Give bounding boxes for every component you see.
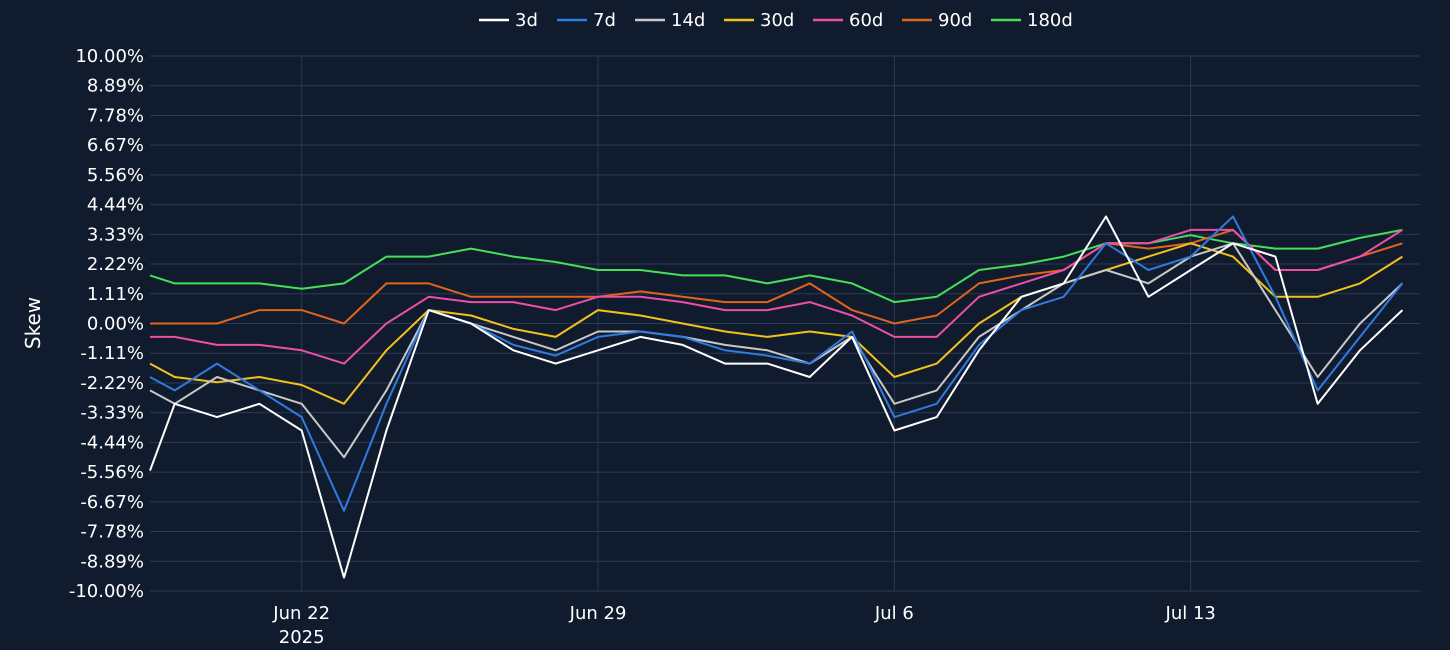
y-tick-label: -10.00%: [69, 581, 144, 602]
y-tick-label: 5.56%: [87, 165, 144, 186]
y-tick-label: -5.56%: [80, 462, 144, 483]
y-tick-label: 2.22%: [87, 254, 144, 275]
y-tick-label: -4.44%: [80, 432, 144, 453]
legend-label-7d: 7d: [593, 10, 616, 31]
series-line-30d: [149, 242, 1403, 405]
legend: 3d 7d 14d 30d 60d 90d 180d: [479, 10, 1073, 31]
y-tick-label: 1.11%: [87, 284, 144, 305]
y-tick-label: -6.67%: [80, 492, 144, 513]
series-line-7d: [149, 215, 1404, 512]
x-tick-label: Jun 29: [569, 603, 627, 624]
legend-label-3d: 3d: [515, 10, 538, 31]
legend-label-30d: 30d: [760, 10, 794, 31]
y-tick-label: -2.22%: [80, 373, 144, 394]
series-line-90d: [150, 228, 1403, 325]
y-tick-label: 0.00%: [87, 314, 144, 335]
series-line-14d: [149, 242, 1404, 459]
series-line-60d: [150, 228, 1403, 365]
legend-label-180d: 180d: [1027, 10, 1073, 31]
series-lines: [149, 215, 1404, 579]
legend-label-14d: 14d: [671, 10, 705, 31]
x-tick-label: Jul 6: [874, 603, 914, 624]
y-tick-label: 6.67%: [87, 135, 144, 156]
series-line-180d: [149, 228, 1403, 304]
x-tick-label: Jun 22: [272, 603, 330, 624]
y-tick-label: -1.11%: [80, 343, 144, 364]
y-axis-ticks: 10.00% 8.89% 7.78% 6.67% 5.56% 4.44% 3.33% 2.22…: [69, 46, 144, 602]
y-tick-label: 3.33%: [87, 224, 144, 245]
y-tick-label: 8.89%: [87, 76, 144, 97]
y-tick-label: 4.44%: [87, 195, 144, 216]
x-tick-year-label: 2025: [279, 627, 325, 648]
y-axis-title: Skew: [21, 297, 45, 349]
legend-label-60d: 60d: [849, 10, 883, 31]
y-tick-label: -3.33%: [80, 403, 144, 424]
y-tick-label: 10.00%: [75, 46, 144, 67]
y-tick-label: -7.78%: [80, 522, 144, 543]
y-tick-label: -8.89%: [80, 551, 144, 572]
x-tick-label: Jul 13: [1165, 603, 1216, 624]
grid: [150, 55, 1420, 592]
series-line-3d: [149, 215, 1404, 579]
y-tick-label: 7.78%: [87, 105, 144, 126]
legend-label-90d: 90d: [938, 10, 972, 31]
x-axis-ticks: Jun 22 2025 Jun 29 Jul 6 Jul 13: [272, 603, 1216, 648]
